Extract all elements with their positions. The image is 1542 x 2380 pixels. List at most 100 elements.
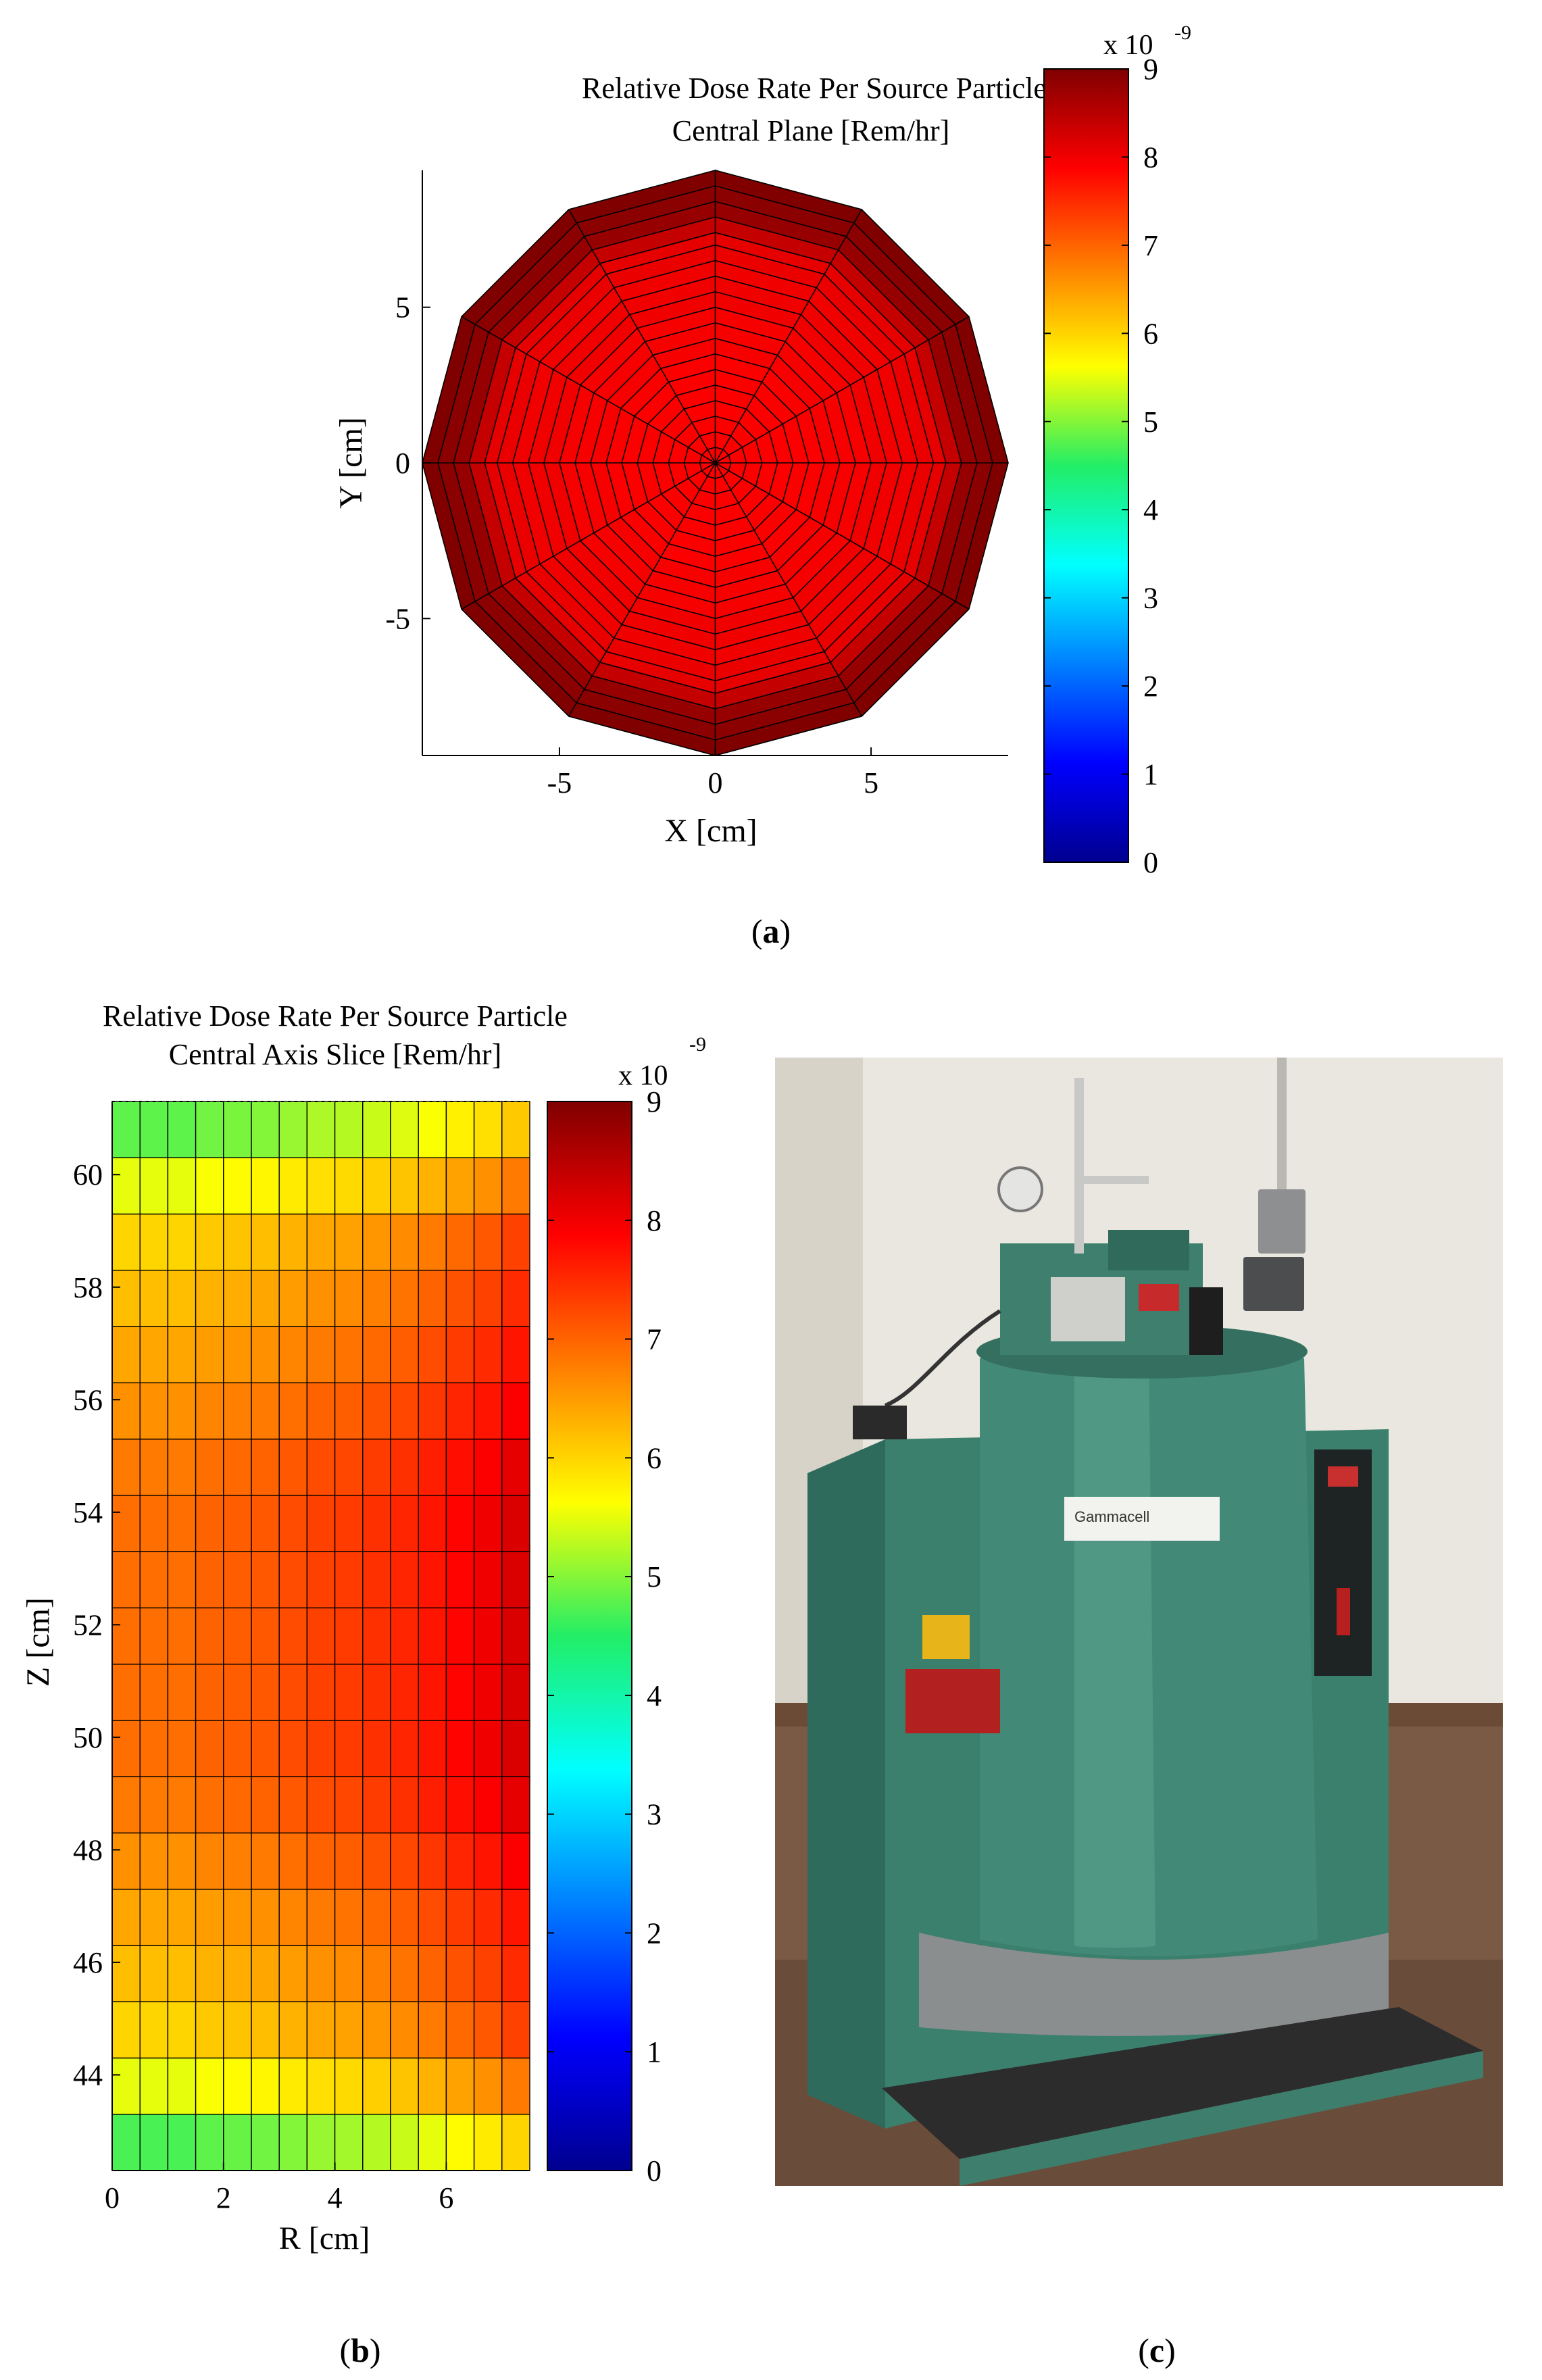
panel-a-colorbar-ticks: 0 1 2 3 4 5 6 7 8 9: [1044, 53, 1158, 879]
heat-cell: [195, 1888, 224, 1946]
heat-cell: [418, 2057, 447, 2115]
heat-cell: [390, 1101, 419, 1158]
heat-cell: [195, 1607, 224, 1665]
heat-cell: [418, 1888, 447, 1946]
heat-cell: [501, 1213, 530, 1271]
heat-cell: [362, 1270, 391, 1327]
heat-cell: [195, 1157, 224, 1215]
heat-cell: [223, 2057, 252, 2115]
heat-cell: [111, 1101, 141, 1158]
colorbar-tick-label: 3: [1143, 582, 1158, 615]
heat-cell: [223, 1663, 252, 1721]
heat-cell: [362, 1382, 391, 1440]
heat-cell: [473, 1270, 503, 1327]
heat-cell: [390, 1776, 419, 1834]
heat-cell: [111, 2114, 141, 2171]
heat-cell: [306, 1607, 336, 1665]
heat-cell: [390, 1382, 419, 1440]
y-tick-label: 46: [73, 1946, 103, 1979]
heat-cell: [195, 2001, 224, 2059]
heat-cell: [418, 1663, 447, 1721]
panel-b-colorbar-ticks: 0 1 2 3 4 5 6 7 8 9: [547, 1085, 662, 2187]
heat-cell: [195, 1101, 224, 1158]
heat-cell: [390, 1945, 419, 2002]
heat-cell: [306, 1495, 336, 1552]
heat-cell: [390, 1495, 419, 1552]
heat-cell: [139, 1326, 169, 1384]
heat-cell: [111, 1945, 141, 2002]
heat-cell: [251, 1720, 280, 1777]
heat-cell: [139, 1495, 169, 1552]
heat-cell: [306, 2057, 336, 2115]
heat-cell: [306, 1663, 336, 1721]
heat-cell: [195, 1945, 224, 2002]
y-tick-label: 58: [73, 1271, 103, 1304]
heat-cell: [390, 1607, 419, 1665]
heat-cell: [334, 2114, 364, 2171]
heat-cell: [139, 1551, 169, 1609]
heat-cell: [418, 2114, 447, 2171]
heat-cell: [362, 1101, 391, 1158]
heat-cell: [278, 1607, 308, 1665]
heat-cell: [418, 1382, 447, 1440]
heat-cell: [390, 1888, 419, 1946]
photo-steel-skirt: [919, 1933, 1389, 2036]
heat-cell: [473, 2114, 503, 2171]
heat-cell: [167, 1888, 197, 1946]
heat-cell: [251, 1945, 280, 2002]
heat-cell: [445, 1776, 475, 1834]
heat-cell: [278, 1945, 308, 2002]
heat-cell: [362, 2114, 391, 2171]
heat-cell: [111, 1888, 141, 1946]
heat-cell: [195, 1326, 224, 1384]
photo-top-drawer-block: [1108, 1230, 1189, 1270]
heat-cell: [362, 1607, 391, 1665]
heat-cell: [306, 1438, 336, 1496]
heat-cell: [306, 1213, 336, 1271]
heat-cell: [473, 2001, 503, 2059]
heat-cell: [223, 2114, 252, 2171]
heat-cell: [473, 1157, 503, 1215]
heat-cell: [111, 1213, 141, 1271]
heat-cell: [251, 1776, 280, 1834]
panel-a-title-line2: Central Plane [Rem/hr]: [672, 114, 950, 147]
heat-cell: [390, 1326, 419, 1384]
panel-a-y-label: Y [cm]: [333, 417, 369, 509]
heat-cell: [418, 1776, 447, 1834]
heat-cell: [278, 1720, 308, 1777]
sector-spoke-1: [568, 209, 716, 464]
heat-cell: [223, 1888, 252, 1946]
heat-cell: [362, 1157, 391, 1215]
heat-cell: [445, 1213, 475, 1271]
heat-cell: [223, 1270, 252, 1327]
heat-cell: [251, 1213, 280, 1271]
heat-cell: [251, 1663, 280, 1721]
y-tick-label: 5: [395, 291, 410, 324]
heat-cell: [445, 1888, 475, 1946]
colorbar-tick-label: 6: [1143, 317, 1158, 350]
heat-cell: [445, 1832, 475, 1890]
colorbar-tick-label: 0: [1143, 846, 1158, 879]
photo-drawer-plate: [1051, 1277, 1125, 1341]
heat-cell: [195, 1382, 224, 1440]
heat-cell: [473, 1888, 503, 1946]
heat-cell: [139, 2114, 169, 2171]
panel-b-title-line2: Central Axis Slice [Rem/hr]: [169, 1038, 501, 1071]
photo-red-plate: [905, 1669, 1000, 1733]
heat-cell: [111, 1495, 141, 1552]
sector-spoke-4: [461, 462, 716, 610]
heat-cell: [306, 2001, 336, 2059]
heat-cell: [501, 1663, 530, 1721]
heat-cell: [251, 1326, 280, 1384]
heat-cell: [195, 2057, 224, 2115]
heat-cell: [334, 1663, 364, 1721]
panel-c-caption: (c): [1138, 2331, 1176, 2369]
x-tick-label: -5: [547, 766, 572, 799]
y-tick-label: 60: [73, 1158, 103, 1191]
heat-cell: [418, 1720, 447, 1777]
heat-cell: [111, 1776, 141, 1834]
colorbar-tick-label: 1: [647, 2035, 662, 2068]
y-tick-label: 50: [73, 1721, 103, 1754]
photo-wall-box-2: [1243, 1257, 1304, 1311]
